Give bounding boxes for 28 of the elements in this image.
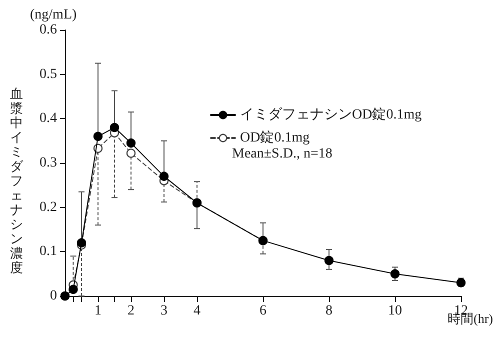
legend-label: イミダフェナシンOD錠0.1mg bbox=[240, 106, 422, 122]
x-tick-label: 4 bbox=[194, 304, 200, 318]
x-tick-label: 1 bbox=[94, 304, 102, 318]
annotation: Mean±S.D., n=18 bbox=[232, 146, 332, 162]
text: 血漿中イミダフェナシン濃度 bbox=[10, 86, 23, 275]
y-tick-label: 0.4 bbox=[40, 111, 57, 126]
x-tick-label: 8 bbox=[326, 304, 332, 318]
x-tick-label: 6 bbox=[260, 304, 266, 318]
x-tick-label: 2 bbox=[128, 304, 134, 318]
text: (ng/mL) bbox=[30, 8, 77, 22]
y-tick-label: 0.6 bbox=[40, 22, 57, 38]
point bbox=[126, 138, 136, 148]
point bbox=[390, 269, 400, 278]
point bbox=[110, 122, 120, 132]
x-tick-label: 10 bbox=[388, 304, 402, 318]
point bbox=[93, 132, 103, 141]
y-tick-label: 0.5 bbox=[40, 66, 57, 82]
y-tick-label: 0.3 bbox=[40, 156, 57, 170]
point bbox=[76, 238, 86, 248]
y-tick-label: 0.1 bbox=[40, 244, 57, 260]
point bbox=[324, 256, 334, 266]
y-tick-label: 0 bbox=[50, 288, 57, 304]
point bbox=[68, 284, 78, 294]
legend-label: OD錠0.1mg bbox=[240, 130, 310, 146]
point bbox=[126, 148, 136, 158]
x-tick-label: 3 bbox=[160, 304, 168, 318]
point bbox=[159, 172, 169, 181]
y-tick-label: 0.2 bbox=[40, 200, 57, 215]
